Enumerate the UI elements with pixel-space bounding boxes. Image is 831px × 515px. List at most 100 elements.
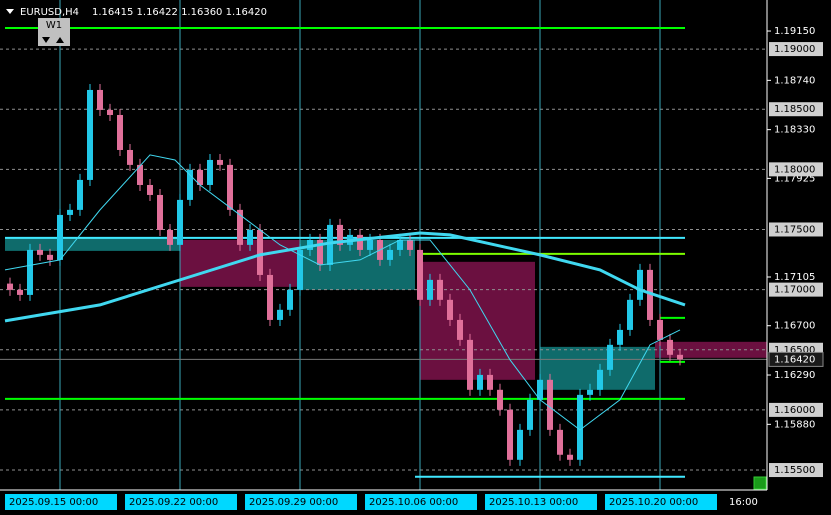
candle-body [167,229,173,245]
level-label-box [769,162,823,177]
candle-body [297,249,303,290]
candle-body [587,389,593,395]
zone [5,236,180,251]
candle-body [567,454,573,460]
candle-body [187,169,193,200]
y-tick-label: 1.16700 [774,321,815,332]
candle-body [37,249,43,255]
level-label-box [769,42,823,57]
candle-body [237,209,243,245]
candle-body [137,164,143,185]
menu-arrow[interactable] [6,9,14,14]
candle-body [117,114,123,150]
candle-body [197,169,203,185]
candle-body [657,319,663,340]
y-tick-label: 1.15880 [774,419,815,430]
candle-body [77,179,83,210]
candle-body [437,279,443,300]
level-label-box [769,102,823,117]
level-label: 1.19000 [774,44,815,55]
candle-body [557,429,563,455]
current-price-label: 1.16420 [774,354,815,365]
candle-body [357,234,363,250]
candle-body [637,269,643,300]
candle-body [537,379,543,400]
x-label-box [605,494,717,510]
level-label: 1.18000 [774,164,815,175]
x-label-box [245,494,357,510]
candle-body [257,229,263,275]
candle-body [487,374,493,390]
candle-body [87,89,93,180]
level-label: 1.17000 [774,285,815,296]
candle-body [287,289,293,310]
candle-body [277,309,283,320]
y-tick-label: 1.17925 [774,173,815,184]
quote: 1.16415 1.16422 1.16360 1.16420 [92,7,267,18]
level-label: 1.16000 [774,405,815,416]
candle-body [337,224,343,245]
x-tick-label: 2025.10.06 00:00 [369,497,458,508]
candle-body [507,409,513,460]
candle-body [607,344,613,370]
candle-body [7,283,13,290]
button-up[interactable] [56,37,64,43]
candle-body [147,184,153,195]
y-tick-label: 1.17105 [774,272,815,283]
candle-body [527,399,533,430]
candle-body [427,279,433,300]
candle-body [107,109,113,115]
candle-body [407,239,413,250]
candle-body [477,374,483,390]
level-label: 1.17500 [774,224,815,235]
timeframe-button[interactable] [38,18,70,46]
x-tick-label: 16:00 [729,497,758,508]
level-label-box [769,282,823,297]
y-tick-label: 1.18330 [774,125,815,136]
candle-body [647,269,653,320]
x-label-box [125,494,237,510]
candle-body [177,199,183,245]
candle-body [317,239,323,265]
candle-body [617,329,623,345]
level-label: 1.16500 [774,345,815,356]
x-tick-label: 2025.09.29 00:00 [249,497,338,508]
scroll-button[interactable] [753,476,767,490]
candle-body [47,254,53,260]
candle-body [207,159,213,185]
current-price-box [768,351,824,367]
candle-body [367,239,373,250]
x-tick-label: 2025.09.15 00:00 [9,497,98,508]
candle-body [517,429,523,460]
symbol: EURUSD,H4 [20,7,79,18]
candle-body [387,249,393,260]
level-label: 1.15500 [774,465,815,476]
moving-average [4,231,686,323]
candle-body [27,249,33,295]
candle-body [467,339,473,390]
x-tick-label: 2025.10.20 00:00 [609,497,698,508]
candle-body [217,159,223,165]
candle-body [227,164,233,210]
x-label-box [365,494,477,510]
level-label-box [769,402,823,417]
button-down[interactable] [42,37,50,43]
candle-body [667,339,673,355]
candle-body [67,209,73,215]
timeframe-label: W1 [46,20,62,31]
candle-body [577,394,583,460]
candle-body [627,299,633,330]
level-label-box [769,222,823,237]
moving-average [4,154,681,431]
candle-body [157,194,163,230]
candle-body [397,239,403,250]
y-tick-label: 1.19150 [774,26,815,37]
plot-area [0,0,767,490]
candle-body [17,289,23,295]
y-tick-label: 1.16290 [774,370,815,381]
y-tick-label: 1.18740 [774,75,815,86]
x-tick-label: 2025.10.13 00:00 [489,497,578,508]
